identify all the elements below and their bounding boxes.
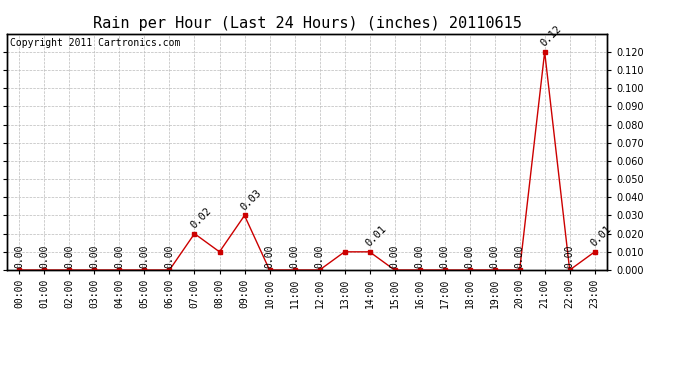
- Text: 0.00: 0.00: [290, 244, 299, 268]
- Text: 0.00: 0.00: [515, 244, 524, 268]
- Text: 0.00: 0.00: [90, 244, 99, 268]
- Text: 0.00: 0.00: [264, 244, 275, 268]
- Text: 0.00: 0.00: [415, 244, 424, 268]
- Text: Copyright 2011 Cartronics.com: Copyright 2011 Cartronics.com: [10, 39, 180, 48]
- Text: 0.00: 0.00: [39, 244, 50, 268]
- Text: 0.00: 0.00: [564, 244, 575, 268]
- Text: 0.00: 0.00: [390, 244, 400, 268]
- Text: 0.00: 0.00: [115, 244, 124, 268]
- Text: 0.02: 0.02: [188, 206, 213, 230]
- Text: 0.00: 0.00: [464, 244, 475, 268]
- Text: 0.00: 0.00: [315, 244, 324, 268]
- Text: 0.00: 0.00: [440, 244, 450, 268]
- Title: Rain per Hour (Last 24 Hours) (inches) 20110615: Rain per Hour (Last 24 Hours) (inches) 2…: [92, 16, 522, 31]
- Text: 0.00: 0.00: [490, 244, 500, 268]
- Text: 0.00: 0.00: [139, 244, 150, 268]
- Text: 0.00: 0.00: [164, 244, 175, 268]
- Text: 0.12: 0.12: [538, 24, 563, 48]
- Text: 0.03: 0.03: [238, 187, 263, 212]
- Text: 0.00: 0.00: [64, 244, 75, 268]
- Text: 0.01: 0.01: [589, 224, 613, 248]
- Text: 0.01: 0.01: [364, 224, 388, 248]
- Text: 0.00: 0.00: [14, 244, 24, 268]
